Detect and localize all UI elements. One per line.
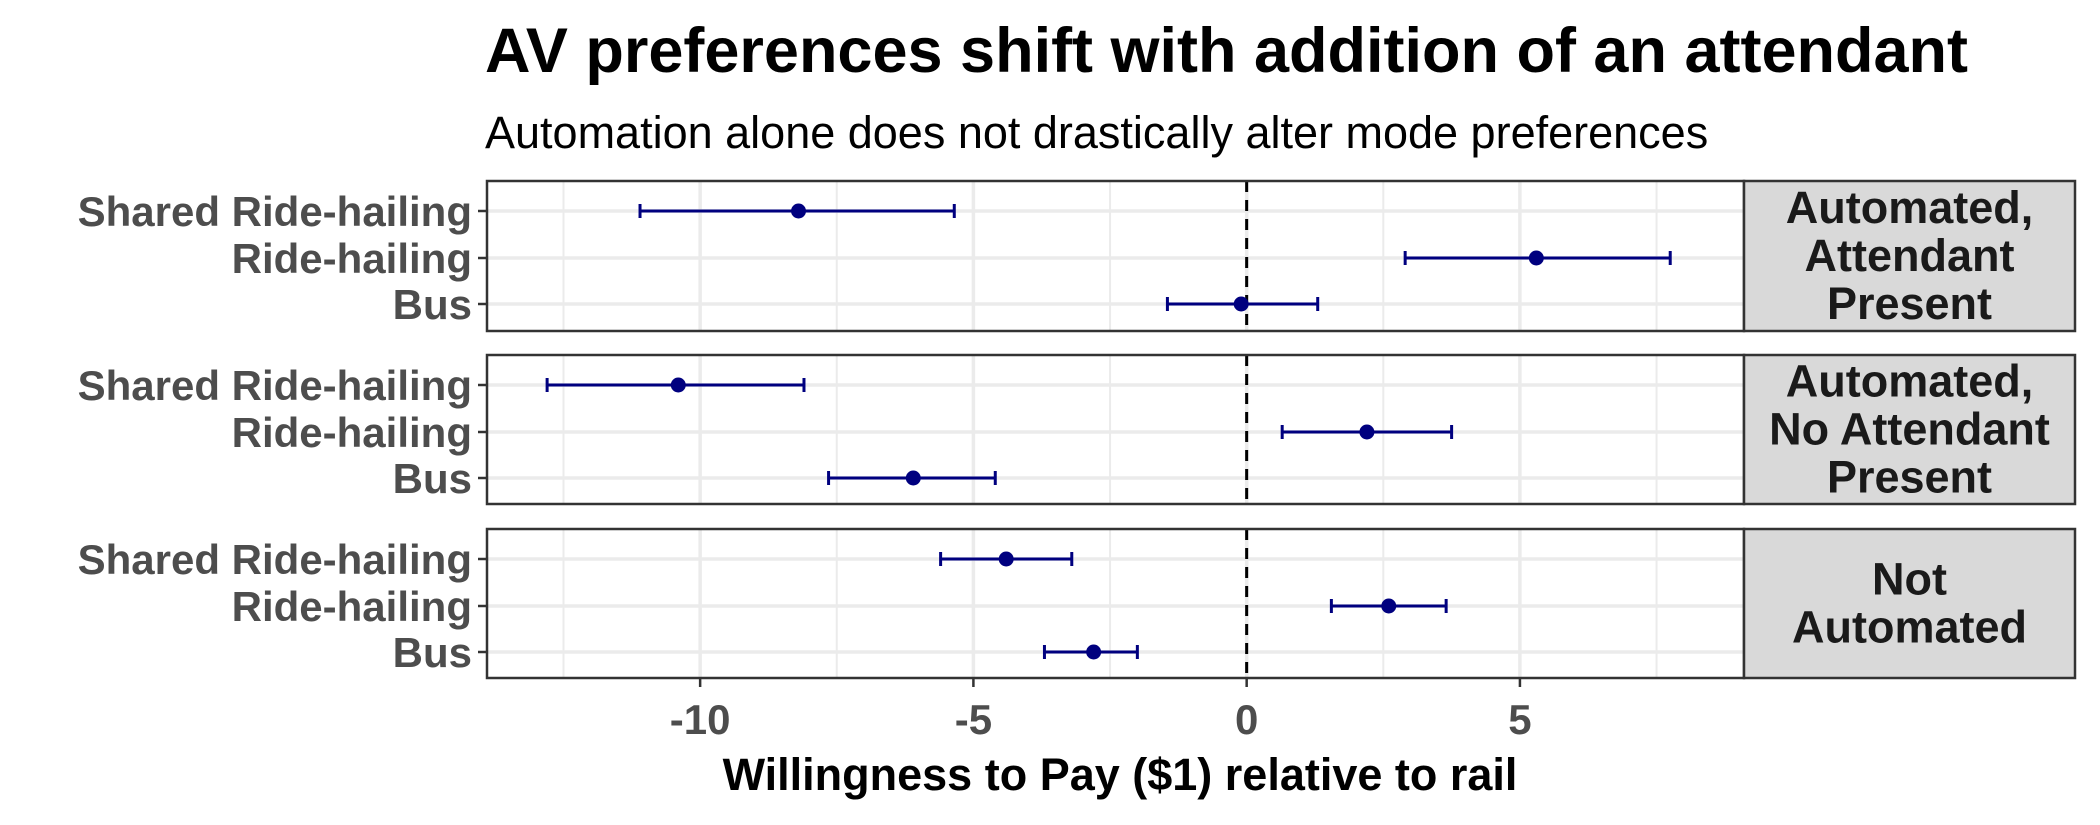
x-axis-label: Willingness to Pay ($1) relative to rail [723,749,1518,800]
y-tick-label: Bus [393,281,472,328]
facet-strip-label: Not [1872,554,1947,605]
x-tick-label: 0 [1235,696,1258,743]
x-tick-label: 5 [1508,696,1531,743]
facet-strip-label: Present [1827,452,1992,503]
facet-strip-label: Automated, [1786,356,2034,407]
data-point [1381,598,1397,614]
y-tick-label: Ride-hailing [232,409,472,456]
data-point [1528,250,1544,266]
y-tick-label: Shared Ride-hailing [78,362,472,409]
chart-subtitle: Automation alone does not drastically al… [485,107,1708,158]
facet-strip-label: Attendant [1805,230,2015,281]
data-point [1359,424,1375,440]
facet-strip [1742,353,2077,506]
y-tick-label: Shared Ride-hailing [78,536,472,583]
y-tick-label: Bus [393,629,472,676]
chart-title: AV preferences shift with addition of an… [485,16,1968,86]
y-tick-label: Ride-hailing [232,235,472,282]
facet-strip-label: Automated, [1786,182,2034,233]
data-point [998,551,1014,567]
panel-background [487,181,1744,331]
data-point [1086,644,1102,660]
facet-strip [1742,527,2077,680]
data-point [905,470,921,486]
panel-background [487,355,1744,504]
panel-background [487,529,1744,678]
facet-panels: Shared Ride-hailingRide-hailingBusAutoma… [78,179,2077,680]
facet-strip-label: Present [1827,278,1992,329]
facet-strip [1742,179,2077,333]
facet-strip-label: Automated [1792,602,2027,653]
y-tick-label: Bus [393,455,472,502]
y-tick-label: Shared Ride-hailing [78,188,472,235]
x-tick-label: -5 [955,696,992,743]
data-point [670,377,686,393]
data-point [791,203,807,219]
y-tick-label: Ride-hailing [232,583,472,630]
x-axis: -10 -5 0 5 [670,678,1532,743]
data-point [1233,296,1249,312]
facet-strip-label: No Attendant [1769,404,2050,455]
x-tick-label: -10 [670,696,731,743]
